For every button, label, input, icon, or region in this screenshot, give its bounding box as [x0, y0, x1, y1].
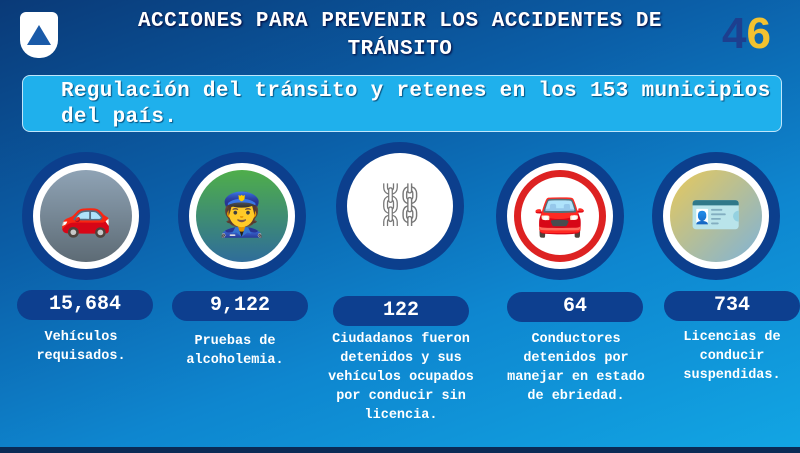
stat-label-alcohol-tests: Pruebas de alcoholemia. [186, 334, 284, 368]
stat-label-drunk-drivers: Conductores detenidos por manejar en est… [507, 332, 645, 404]
no-drinking-driving-icon: 🚘 [496, 152, 624, 280]
footer-bar [0, 447, 800, 453]
banner-text: Regulación del tránsito y retenes en los… [22, 75, 782, 132]
stat-value-licenses-suspended: 734 [664, 291, 800, 321]
handcuffs-icon: ⛓ [336, 142, 464, 270]
stat-label-vehicles: Vehículos requisados. [36, 330, 126, 364]
stat-label-licenses-suspended: Licencias de conducir suspendidas. [683, 330, 781, 383]
page-title: ACCIONES PARA PREVENIR LOS ACCIDENTES DE… [137, 10, 663, 61]
driver-license-photo: 🪪 [652, 152, 780, 280]
alcohol-test-photo: 👮 [178, 152, 306, 280]
stat-value-drunk-drivers: 64 [507, 292, 643, 322]
stat-value-vehicles: 15,684 [17, 290, 153, 320]
car-checkpoint-photo: 🚗 [22, 152, 150, 280]
stat-value-alcohol-tests: 9,122 [172, 291, 308, 321]
anniversary-logo: 46 [722, 9, 771, 58]
stat-label-detained-no-license: Ciudadanos fueron detenidos y sus vehícu… [328, 332, 474, 423]
police-logo [20, 12, 58, 58]
stat-value-detained-no-license: 122 [333, 296, 469, 326]
